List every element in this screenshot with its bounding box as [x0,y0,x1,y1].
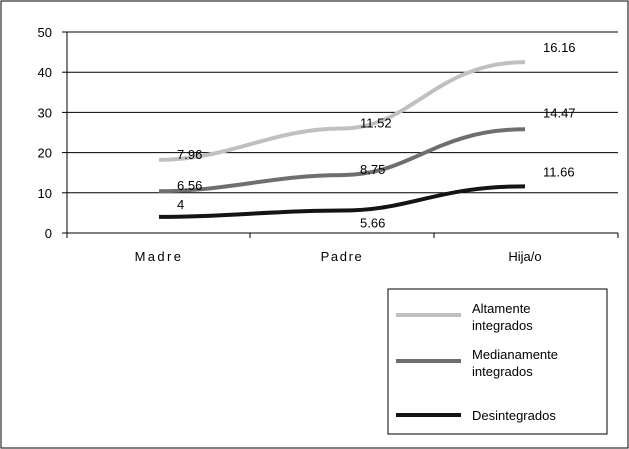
legend-label: Desintegrados [472,408,556,423]
y-tick-label: 10 [38,186,52,201]
legend-label: Medianamente [472,347,558,362]
data-label: 7.96 [177,147,202,162]
y-tick-label: 0 [45,226,52,241]
y-tick-label: 30 [38,105,52,120]
data-label: 11.52 [360,115,392,130]
x-tick-label: Hija/o [508,249,541,264]
series-line-1 [158,60,526,162]
data-label: 11.66 [543,164,575,179]
series-line-3 [158,184,526,219]
data-label: 6.56 [177,178,202,193]
y-tick-label: 50 [38,25,52,40]
y-tick-label: 20 [38,146,52,161]
x-tick-label: Padre [321,249,364,264]
y-tick-label: 40 [38,65,52,80]
legend-label: Altamente [472,301,531,316]
data-label: 5.66 [360,215,385,230]
x-tick-label: Madre [135,249,184,264]
legend-label: integrados [472,364,533,379]
series-line-2 [158,127,526,194]
data-label: 16.16 [543,40,576,55]
legend-label: integrados [472,318,533,333]
data-label: 8.75 [360,162,385,177]
data-label: 4 [177,197,184,212]
data-label: 14.47 [543,105,576,120]
